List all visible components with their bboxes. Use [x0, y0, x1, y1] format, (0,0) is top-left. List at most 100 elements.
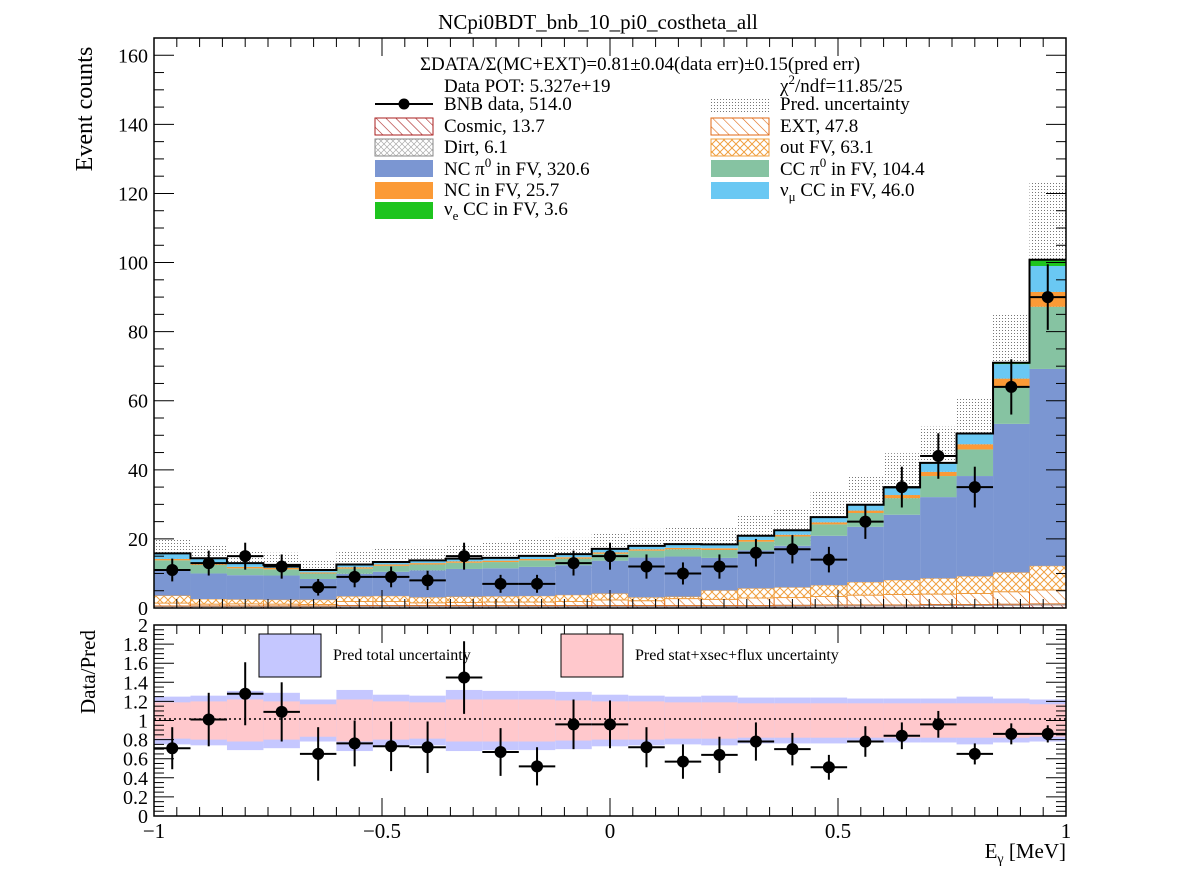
ratio-point	[676, 755, 689, 768]
stack-bar-2	[700, 598, 739, 606]
stack-bar-2	[846, 594, 884, 606]
bottom-axes: 00.20.40.60.811.21.41.61.82−1 −0.5 0 0.5 1	[123, 615, 1071, 843]
chi2-annotation: χ2/ndf=11.85/25	[779, 72, 903, 97]
stack-bar-3	[1029, 565, 1066, 591]
ratio-point	[348, 737, 361, 750]
x-axis-label: Eγ [MeV]	[985, 839, 1066, 867]
data-point	[567, 557, 580, 570]
x-tick-label: 1	[1061, 819, 1072, 843]
legend-entry-nue-cc: νe CC in FV, 3.6	[375, 199, 568, 223]
stack-bar-2	[445, 602, 483, 606]
stack-bar-2	[919, 593, 957, 605]
legend-entry-out-fv: out FV, 63.1	[710, 137, 874, 158]
data-point	[859, 515, 872, 528]
top-axes: 0 20 40 60 80 100 120 140 160	[118, 37, 1067, 620]
x-tick-label: 0	[605, 819, 616, 843]
x-tick-label: 0.5	[825, 819, 851, 843]
stack-bar-7	[482, 558, 519, 561]
x-tick-label: −1	[143, 819, 165, 843]
data-point	[604, 550, 616, 563]
ratio-point	[786, 743, 799, 756]
stack-bar-6	[810, 522, 848, 525]
data-point	[494, 577, 507, 590]
ratio-point	[421, 741, 434, 754]
y-tick-label: 40	[128, 460, 148, 482]
chart-title: NCpi0BDT_bnb_10_pi0_costheta_all	[438, 10, 758, 34]
ratio-point	[1005, 727, 1018, 740]
stack-bar-7	[154, 553, 191, 559]
stack-bar-2	[883, 594, 921, 606]
stack-bar-3	[372, 595, 410, 602]
y-tick-label: 100	[118, 253, 148, 275]
ratio-point	[202, 713, 215, 726]
stack-bar-7	[299, 570, 337, 573]
svg-text:out FV, 63.1: out FV, 63.1	[780, 137, 874, 158]
ratio-y-tick-label: 1.2	[123, 691, 148, 713]
y-tick-label: 120	[118, 183, 148, 205]
y-tick-label: 60	[128, 391, 148, 413]
ratio-y-tick-label: 0.6	[123, 749, 148, 771]
stack-bar-3	[445, 596, 483, 603]
stack-bar-3	[299, 599, 337, 605]
stack-bar-4	[226, 575, 264, 600]
svg-text:Pred stat+xsec+flux uncertaint: Pred stat+xsec+flux uncertainty	[635, 647, 839, 664]
stack-bar-3	[810, 584, 848, 598]
stack-bar-5	[482, 562, 519, 569]
ratio-point	[567, 718, 580, 731]
data-points	[154, 264, 1066, 596]
ratio-point	[385, 740, 398, 753]
data-point	[312, 581, 325, 594]
ratio-y-tick-label: 0	[138, 806, 148, 828]
ratio-point	[932, 718, 945, 731]
stack-bar-5	[920, 476, 957, 498]
data-point	[640, 560, 653, 573]
stack-bar-5	[518, 560, 556, 567]
data-point	[1041, 291, 1054, 304]
y-tick-label: 20	[128, 529, 148, 551]
data-point	[348, 570, 361, 583]
data-point	[822, 553, 835, 566]
ratio-legend-total: Pred total uncertainty	[258, 633, 471, 678]
legend-entry-pred-unc: Pred. uncertainty	[711, 94, 910, 115]
data-point	[166, 564, 179, 576]
svg-text:CC π0 in FV, 104.4: CC π0 in FV, 104.4	[780, 155, 925, 180]
data-point	[676, 567, 689, 580]
stack-bar-7	[518, 556, 556, 559]
svg-text:νμ CC in FV, 46.0: νμ CC in FV, 46.0	[780, 180, 915, 204]
ratio-y-tick-label: 0.8	[123, 730, 148, 752]
legend-entry-nc: NC in FV, 25.7	[375, 180, 559, 201]
stack-bar-4	[263, 575, 300, 600]
ratio-point	[531, 760, 544, 773]
ratio-point	[1041, 727, 1054, 740]
stack-bar-7	[409, 560, 446, 564]
y-tick-label: 0	[138, 598, 148, 620]
data-point	[275, 560, 288, 573]
ratio-points	[154, 641, 1066, 786]
stack-bar-3	[263, 599, 301, 605]
stack-bar-5	[664, 549, 702, 557]
data-point	[786, 543, 799, 556]
y-tick-label: 160	[118, 45, 148, 67]
stack-bar-7	[664, 544, 702, 548]
stack-bar-2	[154, 602, 191, 607]
stack-bar-6	[701, 548, 738, 550]
ratio-point	[895, 729, 908, 742]
stack-bar-6	[664, 547, 702, 550]
stack-bar-3	[554, 594, 593, 602]
stack-bar-7	[737, 536, 775, 540]
stack-bar-4	[445, 568, 483, 597]
stack-bar-5	[409, 564, 446, 571]
stack-bar-4	[993, 423, 1030, 573]
stack-bar-7	[956, 434, 994, 445]
stack-bar-3	[154, 595, 191, 604]
data-point	[713, 560, 726, 573]
svg-text:Pred total uncertainty: Pred total uncertainty	[333, 647, 471, 664]
stack-bar-2	[810, 596, 848, 606]
stack-bar-3	[627, 596, 666, 602]
legend: BNB data, 514.0 Cosmic, 13.7 Dirt, 6.1 N…	[374, 94, 925, 223]
stack-bar-3	[700, 589, 739, 600]
stack-bar-3	[773, 586, 812, 599]
data-point	[1005, 380, 1018, 393]
svg-text:NC in FV, 25.7: NC in FV, 25.7	[444, 180, 559, 201]
ratio-point	[713, 748, 726, 761]
